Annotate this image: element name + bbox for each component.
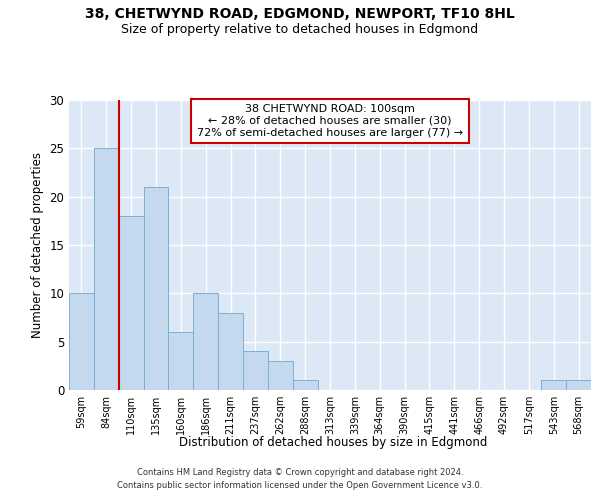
Bar	[541, 380, 566, 390]
Bar	[94, 148, 119, 390]
Bar	[69, 294, 94, 390]
Bar	[566, 380, 591, 390]
Text: 38, CHETWYND ROAD, EDGMOND, NEWPORT, TF10 8HL: 38, CHETWYND ROAD, EDGMOND, NEWPORT, TF1…	[85, 8, 515, 22]
Bar	[193, 294, 218, 390]
Bar	[268, 361, 293, 390]
Text: Size of property relative to detached houses in Edgmond: Size of property relative to detached ho…	[121, 24, 479, 36]
Text: Distribution of detached houses by size in Edgmond: Distribution of detached houses by size …	[179, 436, 487, 449]
Text: Contains HM Land Registry data © Crown copyright and database right 2024.: Contains HM Land Registry data © Crown c…	[137, 468, 463, 477]
Bar	[119, 216, 143, 390]
Bar	[243, 352, 268, 390]
Text: 38 CHETWYND ROAD: 100sqm
← 28% of detached houses are smaller (30)
72% of semi-d: 38 CHETWYND ROAD: 100sqm ← 28% of detach…	[197, 104, 463, 138]
Bar	[169, 332, 193, 390]
Bar	[218, 312, 243, 390]
Bar	[143, 187, 169, 390]
Y-axis label: Number of detached properties: Number of detached properties	[31, 152, 44, 338]
Bar	[293, 380, 317, 390]
Text: Contains public sector information licensed under the Open Government Licence v3: Contains public sector information licen…	[118, 482, 482, 490]
